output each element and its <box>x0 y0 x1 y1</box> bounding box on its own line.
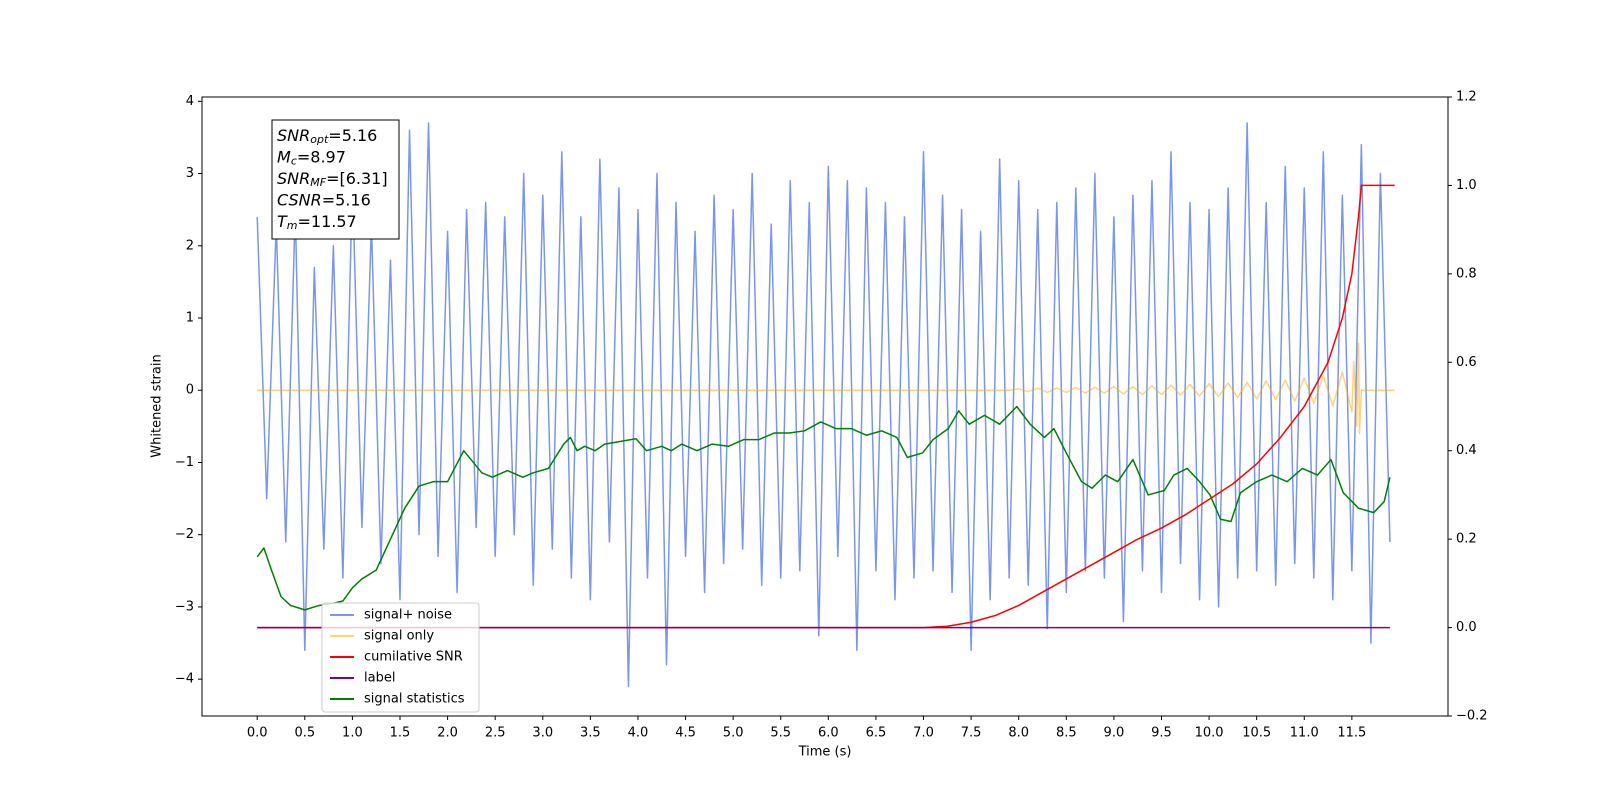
x-tick-label: 7.0 <box>913 726 934 741</box>
x-tick-label: 9.0 <box>1104 726 1125 741</box>
axes: 0.0 0.5 1.0 1.5 2.0 2.5 3.0 3.5 4.0 4.5 5.0 5.5 6.0 6… <box>175 90 1488 741</box>
series-line <box>257 184 1395 629</box>
x-tick-label: 4.0 <box>628 726 649 741</box>
legend: signal+ noise signal only cumilative SNR la… <box>321 602 480 713</box>
x-tick-label: 0.0 <box>247 726 268 741</box>
annotation-symbol: SNR <box>277 126 310 145</box>
x-tick-label: 5.0 <box>723 726 744 741</box>
annotation-text: CSNR=5.16 <box>277 190 371 209</box>
y2-tick-label: 0.6 <box>1456 355 1477 370</box>
annotation-subscript: c <box>291 155 297 168</box>
y-tick-label: 4 <box>186 94 194 109</box>
y-tick-label: −3 <box>175 599 194 614</box>
legend-label: signal only <box>364 629 434 644</box>
annotation-text: SNRMF=[6.31] <box>277 169 388 190</box>
legend-frame <box>321 602 480 713</box>
annotation-symbol: CSNR <box>277 190 322 209</box>
annotation-subscript: m <box>287 219 298 232</box>
y2-tick-label: 1.2 <box>1456 90 1477 105</box>
x-tick-label: 8.5 <box>1056 726 1077 741</box>
y2-tick-label: 0.8 <box>1456 266 1477 281</box>
annotation-subscript: opt <box>310 133 329 146</box>
annotation-subscript: MF <box>310 176 326 189</box>
x-tick-label: 1.0 <box>342 726 363 741</box>
x-tick-label: 3.5 <box>580 726 601 741</box>
annotation-value: =5.16 <box>328 126 377 145</box>
axes-frame <box>201 96 1449 717</box>
y-tick-label: 2 <box>186 238 194 253</box>
x-tick-label: 9.5 <box>1151 726 1172 741</box>
x-tick-label: 2.5 <box>485 726 506 741</box>
x-tick-label: 6.0 <box>818 726 839 741</box>
x-tick-label: 4.5 <box>675 726 696 741</box>
series-line <box>257 342 1395 435</box>
annotation-frame <box>271 119 400 240</box>
x-axis-label: Time (s) <box>798 745 852 760</box>
x-tick-label: 8.0 <box>1008 726 1029 741</box>
annotation-symbol: T <box>277 212 288 231</box>
x-tick-label: 11.5 <box>1337 726 1366 741</box>
annotation-text: SNRopt=5.16 <box>277 126 377 147</box>
x-tick-label: 11.0 <box>1290 726 1319 741</box>
annotation-text: Tm=11.57 <box>277 212 357 233</box>
y-tick-label: −2 <box>175 527 194 542</box>
y-tick-label: −4 <box>175 672 194 687</box>
legend-label: signal+ noise <box>364 608 452 623</box>
annotation-symbol: SNR <box>277 169 310 188</box>
annotation-value: =11.57 <box>298 212 357 231</box>
x-tick-label: 3.0 <box>532 726 553 741</box>
y2-tick-label: −0.2 <box>1456 709 1488 724</box>
y2-tick-label: 1.0 <box>1456 178 1477 193</box>
x-tick-label: 7.5 <box>961 726 982 741</box>
series-line <box>256 122 1391 688</box>
series-line <box>256 405 1391 611</box>
x-tick-label: 10.5 <box>1242 726 1271 741</box>
x-tick-label: 6.5 <box>866 726 887 741</box>
y2-tick-label: 0.4 <box>1456 443 1477 458</box>
annotation-box: SNRopt=5.16Mc=8.97SNRMF=[6.31]CSNR=5.16T… <box>271 119 400 240</box>
x-tick-label: 2.0 <box>437 726 458 741</box>
y-tick-label: −1 <box>175 455 194 470</box>
y-tick-label: 1 <box>186 311 194 326</box>
legend-label: cumilative SNR <box>364 650 463 665</box>
annotation-text: Mc=8.97 <box>277 147 346 168</box>
y2-tick-label: 0.2 <box>1456 532 1477 547</box>
x-tick-label: 0.5 <box>294 726 315 741</box>
x-tick-label: 10.0 <box>1195 726 1224 741</box>
y-axis-label: Whitened strain <box>150 354 165 457</box>
legend-label: label <box>364 671 395 686</box>
y-tick-label: 0 <box>186 383 194 398</box>
x-tick-label: 5.5 <box>770 726 791 741</box>
annotation-value: =[6.31] <box>326 169 388 188</box>
annotation-value: =5.16 <box>322 190 371 209</box>
annotation-symbol: M <box>277 147 291 166</box>
x-tick-label: 1.5 <box>390 726 411 741</box>
annotation-value: =8.97 <box>297 147 346 166</box>
legend-label: signal statistics <box>364 692 465 707</box>
y-tick-label: 3 <box>186 166 194 181</box>
y2-tick-label: 0.0 <box>1456 620 1477 635</box>
